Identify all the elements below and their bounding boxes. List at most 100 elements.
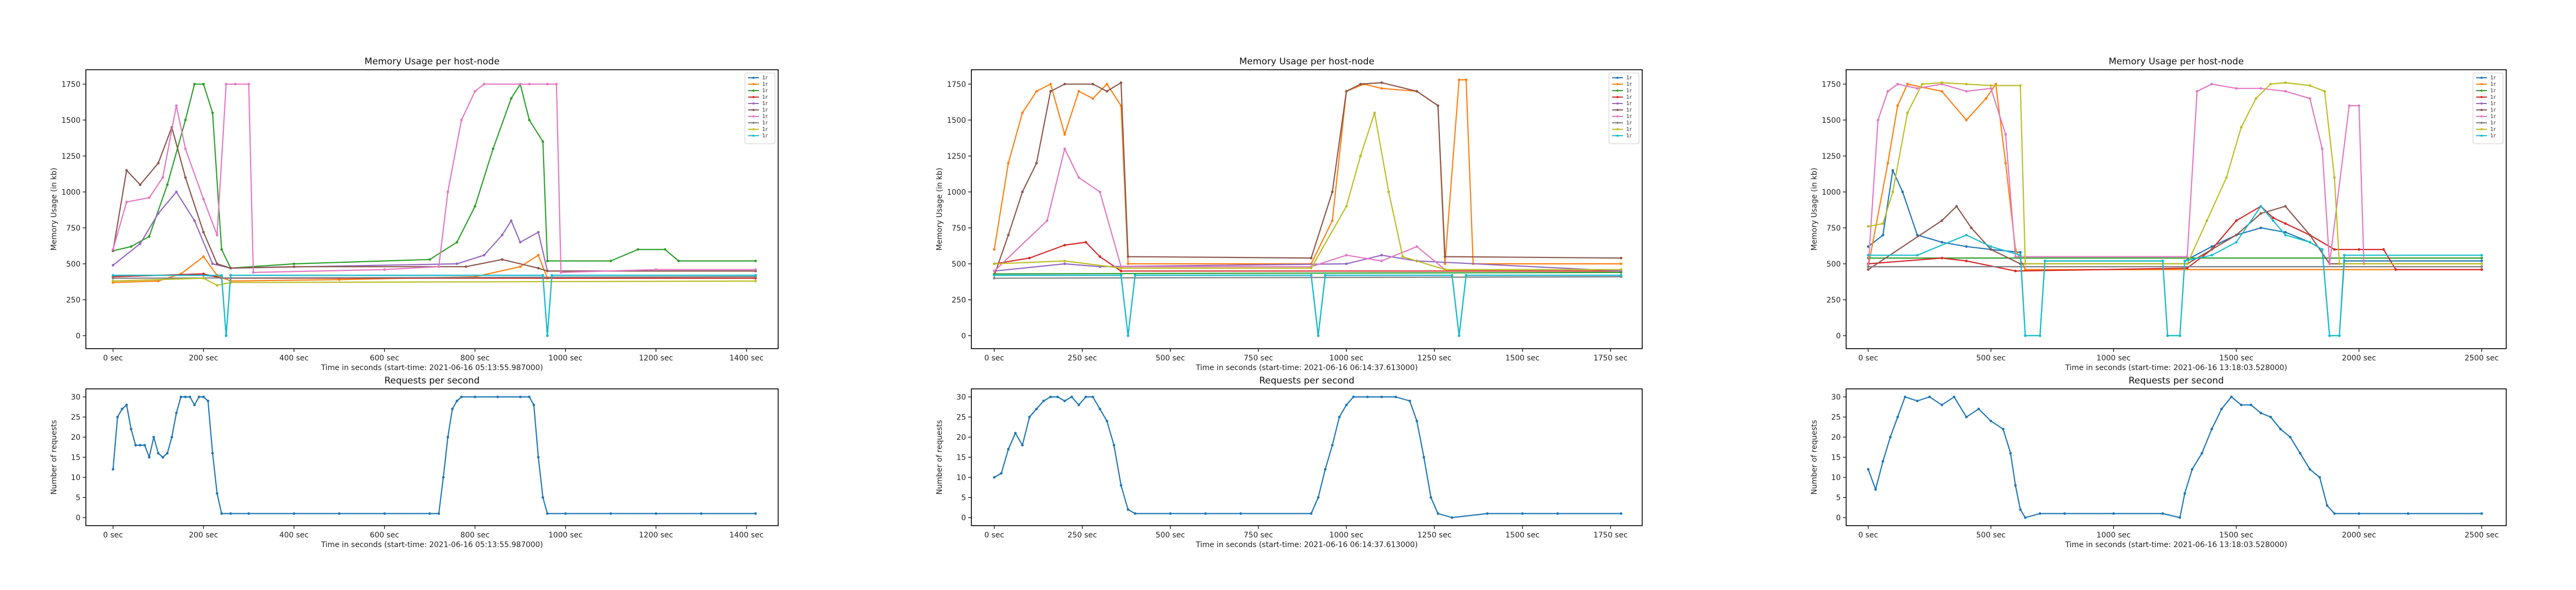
legend-marker [1616,90,1619,92]
data-point [2259,212,2263,215]
data-point [528,119,531,122]
data-point [161,176,164,179]
legend-marker [1616,128,1619,130]
data-point [1331,190,1334,194]
data-point [1394,395,1397,399]
data-point [437,512,441,515]
data-point [1084,395,1087,399]
data-point [175,104,178,107]
series-line [994,271,1621,275]
legend-marker [1616,96,1619,98]
data-point [1952,395,1956,399]
data-point [134,444,137,447]
data-point [1877,119,1879,122]
data-point [148,196,151,199]
x-tick-label: 1400 sec [729,354,764,363]
data-point [121,408,123,410]
y-tick-label: 0 [1836,332,1841,341]
y-tick-label: 1250 [947,152,966,161]
legend-marker [2480,96,2483,98]
y-tick-label: 250 [66,296,80,305]
data-point [2272,216,2275,219]
legend-marker [2480,135,2483,137]
data-point [1465,78,1468,82]
y-tick-label: 1500 [947,116,966,125]
legend-marker [1616,122,1619,124]
data-point [754,274,757,277]
legend-marker [752,102,755,105]
data-point [224,83,228,86]
data-point [1906,112,1909,114]
legend-label: 1r [1626,75,1632,81]
data-point [473,205,477,208]
data-point [677,260,680,262]
data-point [112,468,114,471]
x-tick-label: 0 sec [1858,354,1878,363]
data-point [555,83,558,86]
legend-label: 1r [2490,101,2496,107]
legend [1608,72,1640,144]
series-line [994,276,1621,279]
x-axis-label: Time in seconds (start-time: 2021-06-16 … [2065,541,2287,549]
data-point [1989,419,1993,423]
data-point [1126,255,1130,258]
data-point [510,97,513,100]
data-point [2480,254,2483,257]
y-tick-label: 20 [1831,433,1841,442]
data-point [2019,508,2022,511]
data-point [2358,512,2361,515]
data-point [2200,452,2204,455]
data-point [1965,260,1968,262]
data-point [2358,248,2361,251]
data-point [233,83,237,86]
x-tick-label: 2000 sec [2342,354,2376,363]
data-point [2255,97,2258,100]
data-point [2394,268,2397,271]
data-point [2338,262,2341,266]
data-point [157,279,160,283]
data-point [528,395,531,399]
data-point [1415,245,1418,248]
data-point [1063,262,1066,266]
x-tick-label: 500 sec [1976,531,2006,540]
data-point [1049,395,1052,399]
data-point [501,233,504,237]
x-tick-label: 0 sec [984,354,1004,363]
data-point [451,408,454,410]
data-point [1556,512,1559,515]
data-point [157,212,160,215]
data-point [482,254,486,257]
x-tick-label: 1250 sec [1417,531,1452,540]
data-point [112,264,114,267]
data-point [428,512,431,515]
data-point [1331,219,1334,222]
data-point [1437,104,1439,107]
data-point [129,245,133,248]
data-point [1063,83,1066,86]
data-point [546,334,549,337]
data-point [1063,260,1066,262]
chart-title: Requests per second [384,375,480,386]
data-point [1091,97,1094,100]
data-point [460,119,463,122]
data-point [2014,269,2017,272]
data-point [1084,241,1087,244]
legend-marker [2480,122,2483,124]
data-point [1035,408,1038,410]
data-point [184,395,187,399]
legend-label: 1r [1626,127,1632,132]
data-point [157,452,160,455]
data-point [1021,112,1024,114]
data-point [2250,403,2252,407]
data-point [754,260,757,262]
x-tick-label: 1200 sec [639,531,674,540]
legend-label: 1r [2490,94,2496,100]
data-point [1387,190,1390,194]
legend-marker [2480,128,2483,130]
legend-marker [2480,102,2483,105]
legend-label: 1r [762,114,768,120]
data-point [116,416,119,418]
data-point [1099,190,1101,194]
data-point [2063,512,2066,515]
data-point [1380,395,1383,399]
